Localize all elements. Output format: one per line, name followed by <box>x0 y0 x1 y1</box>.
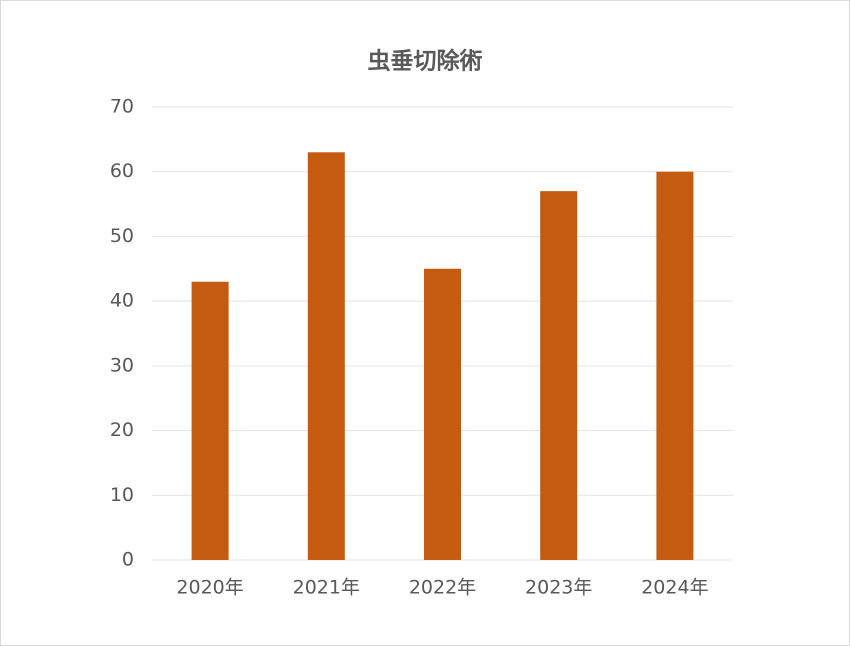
y-tick-label: 30 <box>110 354 134 376</box>
bar <box>424 268 461 560</box>
y-tick-label: 60 <box>110 160 134 182</box>
x-tick-label: 2020年 <box>176 577 243 599</box>
y-tick-label: 50 <box>110 225 134 247</box>
x-tick-label: 2023年 <box>525 577 592 599</box>
bar <box>307 152 345 561</box>
y-tick-label: 20 <box>110 419 134 441</box>
bar <box>656 171 694 560</box>
bar <box>540 191 578 560</box>
chart-title: 虫垂切除術 <box>368 48 483 75</box>
bar <box>191 281 229 560</box>
y-tick-label: 70 <box>110 96 134 118</box>
y-tick-label: 10 <box>110 484 134 506</box>
y-tick-label: 0 <box>122 549 134 571</box>
x-tick-label: 2021年 <box>293 577 360 599</box>
x-tick-label: 2022年 <box>409 577 476 599</box>
x-tick-label: 2024年 <box>641 577 708 599</box>
y-tick-label: 40 <box>110 290 134 312</box>
